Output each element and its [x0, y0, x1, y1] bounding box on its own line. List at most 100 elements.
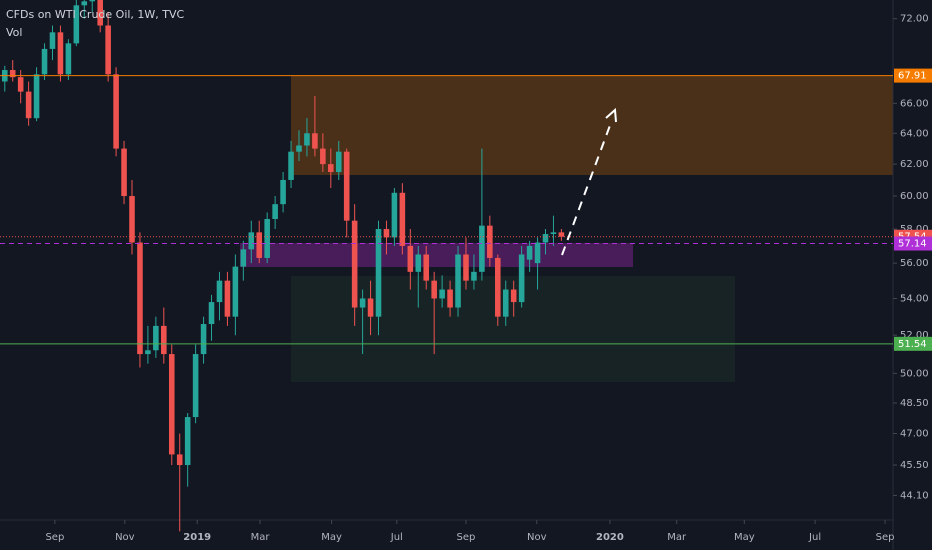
- candle-body: [17, 77, 24, 92]
- candle-body: [240, 249, 247, 267]
- candle-body: [184, 417, 191, 466]
- y-tick-label: 47.00: [900, 429, 929, 440]
- candle-body: [232, 266, 239, 317]
- candle-body: [359, 298, 366, 308]
- candle-body: [471, 271, 477, 281]
- candle-body: [510, 289, 517, 303]
- candle-body: [264, 218, 270, 258]
- candle-body: [280, 179, 286, 205]
- candle-body: [73, 5, 80, 44]
- candle-body: [312, 133, 318, 149]
- candle-body: [328, 164, 334, 173]
- candle-body: [256, 232, 263, 258]
- candle-body: [534, 242, 541, 264]
- candle-body: [320, 148, 326, 165]
- candle-body: [542, 234, 549, 243]
- candle-body: [304, 133, 310, 146]
- x-tick-label: Nov: [115, 532, 135, 543]
- candle-body: [97, 0, 103, 26]
- y-tick-label: 44.10: [900, 490, 929, 501]
- arrow-head: [605, 107, 617, 123]
- y-tick-label: 62.00: [900, 159, 929, 170]
- candle-body: [343, 151, 350, 221]
- y-tick-label: 50.00: [900, 368, 929, 379]
- candle-body: [9, 70, 16, 78]
- candle-body: [192, 354, 199, 418]
- x-tick-label: 2020: [596, 532, 624, 543]
- x-tick-label: May: [321, 532, 342, 543]
- x-tick-label: Sep: [45, 532, 64, 543]
- x-tick-label: Mar: [251, 532, 271, 543]
- candle-body: [415, 254, 422, 272]
- y-tick-label: 60.00: [900, 191, 929, 202]
- candle-body: [455, 254, 461, 308]
- price-label: 67.91: [898, 71, 927, 82]
- candle-body: [129, 196, 135, 243]
- candle-body: [383, 228, 390, 238]
- candle-body: [407, 245, 414, 272]
- candle-body: [105, 25, 111, 75]
- price-label-bg: [894, 68, 932, 83]
- candle-body: [208, 302, 215, 325]
- candle-body: [137, 242, 143, 355]
- candle-body: [439, 289, 445, 299]
- x-tick-label: 2019: [183, 532, 211, 543]
- volume-label: Vol: [6, 26, 22, 39]
- candle-body: [296, 145, 302, 152]
- y-tick-label: 58.00: [900, 224, 929, 235]
- candle-body: [248, 232, 255, 250]
- candle-body: [121, 148, 127, 197]
- candle-body: [423, 254, 430, 281]
- candle-body: [526, 245, 533, 260]
- candle-body: [447, 289, 453, 308]
- candle-body: [399, 192, 406, 246]
- candle-body: [479, 225, 485, 272]
- candle-body: [33, 74, 40, 119]
- x-tick-label: Mar: [667, 532, 687, 543]
- candle-body: [351, 220, 358, 308]
- candle-body: [335, 151, 342, 173]
- candle-body: [391, 192, 398, 238]
- price-label: 51.54: [898, 339, 927, 350]
- pivot-zone: [240, 243, 633, 267]
- candle-body: [145, 350, 151, 355]
- x-tick-label: Sep: [457, 532, 476, 543]
- price-label: 57.14: [898, 239, 927, 250]
- x-tick-label: Nov: [527, 532, 547, 543]
- candle-body: [113, 74, 119, 149]
- x-tick-label: Sep: [876, 532, 895, 543]
- candle-body: [49, 32, 56, 49]
- candle-body: [25, 91, 32, 119]
- price-label-bg: [894, 336, 932, 351]
- projection-arrow: [561, 119, 613, 256]
- candle-body: [495, 257, 501, 317]
- chart-title: CFDs on WTI Crude Oil, 1W, TVC: [6, 8, 185, 21]
- y-tick-label: 72.00: [900, 14, 929, 25]
- y-tick-label: 66.00: [900, 98, 929, 109]
- candle-body: [89, 0, 96, 2]
- candle-body: [518, 254, 525, 303]
- candle-body: [463, 254, 469, 281]
- candle-body: [224, 280, 231, 317]
- y-tick-label: 45.50: [900, 460, 929, 471]
- candle-body: [502, 289, 509, 317]
- candle-body: [550, 232, 557, 235]
- x-tick-label: Jul: [808, 532, 821, 543]
- resistance-zone: [291, 76, 893, 175]
- candle-body: [161, 325, 167, 355]
- x-tick-label: Jul: [390, 532, 403, 543]
- price-label-bg: [894, 236, 932, 251]
- y-tick-label: 52.00: [900, 330, 929, 341]
- y-tick-label: 56.00: [900, 258, 929, 269]
- candle-body: [367, 298, 374, 317]
- y-tick-label: 64.00: [900, 128, 929, 139]
- candle-body: [176, 454, 183, 466]
- x-tick-label: May: [734, 532, 755, 543]
- candle-body: [57, 32, 64, 75]
- candle-body: [153, 325, 159, 351]
- candle-body: [65, 43, 72, 75]
- candle-body: [558, 232, 565, 237]
- candle-body: [200, 324, 207, 355]
